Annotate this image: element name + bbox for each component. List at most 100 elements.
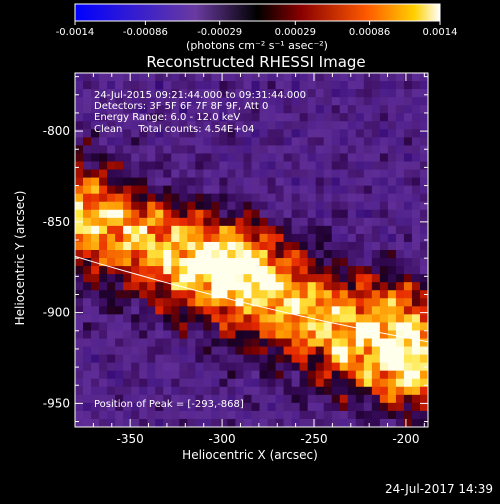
heatmap-cell [227, 338, 237, 348]
heatmap-cell [83, 185, 92, 195]
heatmap-cell [115, 201, 124, 211]
heatmap-cell [363, 266, 373, 275]
heatmap-cell [323, 410, 333, 420]
heatmap-cell [131, 362, 140, 372]
heatmap-cell [131, 185, 140, 195]
heatmap-cell [291, 306, 301, 315]
heatmap-cell [123, 113, 132, 122]
heatmap-cell [227, 266, 237, 275]
heatmap-cell [211, 418, 221, 427]
heatmap-cell [107, 378, 116, 388]
heatmap-cell [251, 233, 261, 243]
heatmap-cell [219, 169, 229, 179]
heatmap-cell [155, 402, 164, 412]
heatmap-cell [163, 241, 172, 251]
heatmap-cell [387, 121, 397, 130]
heatmap-cell [379, 290, 389, 299]
heatmap-cell [323, 233, 333, 243]
heatmap-cell [155, 185, 164, 195]
heatmap-cell [147, 137, 156, 147]
heatmap-cell [123, 153, 132, 163]
heatmap-cell [251, 258, 261, 267]
heatmap-cell [251, 418, 261, 427]
heatmap-cell [291, 89, 301, 98]
heatmap-cell [387, 298, 397, 307]
heatmap-cell [163, 201, 172, 211]
heatmap-cell [243, 402, 253, 412]
heatmap-cell [275, 410, 285, 420]
heatmap-cell [299, 89, 309, 98]
heatmap-cell [283, 314, 293, 324]
heatmap-cell [131, 209, 140, 219]
heatmap-cell [419, 346, 428, 356]
heatmap-cell [315, 258, 325, 267]
heatmap-cell [323, 354, 333, 364]
heatmap-cell [251, 338, 261, 348]
heatmap-cell [387, 161, 397, 171]
heatmap-cell [219, 97, 229, 106]
heatmap-cell [243, 201, 253, 211]
heatmap-cell [411, 298, 421, 307]
heatmap-cell [179, 378, 188, 388]
heatmap-cell [115, 282, 124, 291]
heatmap-cell [315, 402, 325, 412]
heatmap-cell [75, 330, 84, 340]
heatmap-cell [155, 378, 164, 388]
heatmap-cell [251, 290, 261, 299]
heatmap-cell [291, 217, 301, 227]
heatmap-cell [155, 161, 164, 171]
heatmap-cell [339, 153, 349, 163]
heatmap-cell [371, 169, 381, 179]
heatmap-cell [83, 217, 92, 227]
heatmap-cell [227, 113, 237, 122]
heatmap-cell [363, 153, 373, 163]
heatmap-cell [339, 97, 349, 106]
heatmap-cell [99, 322, 108, 332]
heatmap-cell [267, 418, 277, 427]
heatmap-cell [363, 225, 373, 235]
heatmap-cell [91, 250, 100, 259]
heatmap-cell [411, 338, 421, 348]
heatmap-cell [163, 225, 172, 235]
heatmap-cell [227, 169, 237, 179]
heatmap-cell [99, 225, 108, 235]
heatmap-cell [139, 250, 148, 259]
heatmap-cell [75, 378, 84, 388]
heatmap-cell [187, 338, 196, 348]
heatmap-cell [115, 217, 124, 227]
heatmap-cell [355, 73, 365, 82]
heatmap-cell [83, 169, 92, 179]
heatmap-cell [227, 177, 237, 187]
heatmap-cell [355, 233, 365, 243]
heatmap-cell [259, 306, 269, 315]
heatmap-cell [251, 129, 261, 138]
heatmap-cell [115, 233, 124, 243]
heatmap-cell [395, 266, 405, 275]
heatmap-cell [203, 113, 212, 122]
heatmap-cell [395, 241, 405, 251]
heatmap-cell [187, 354, 196, 364]
heatmap-cell [411, 129, 421, 138]
heatmap-cell [243, 193, 253, 203]
heatmap-cell [75, 362, 84, 372]
heatmap-cell [299, 306, 309, 315]
heatmap-cell [179, 89, 188, 98]
heatmap-cell [315, 322, 325, 332]
heatmap-cell [243, 145, 253, 155]
heatmap-cell [83, 73, 92, 82]
heatmap-cell [395, 314, 405, 324]
heatmap-cell [243, 81, 253, 90]
heatmap-cell [275, 161, 285, 171]
heatmap-cell [419, 81, 428, 90]
heatmap-cell [163, 322, 172, 332]
heatmap-cell [331, 89, 341, 98]
heatmap-cell [275, 274, 285, 283]
heatmap-cell [347, 258, 357, 267]
heatmap-cell [283, 322, 293, 332]
heatmap-cell [307, 145, 317, 155]
heatmap-cell [419, 121, 428, 130]
annotation-clean-counts: Clean Total counts: 4.54E+04 [94, 124, 254, 135]
heatmap-cell [147, 209, 156, 219]
heatmap-cell [115, 105, 124, 114]
heatmap-cell [179, 153, 188, 163]
